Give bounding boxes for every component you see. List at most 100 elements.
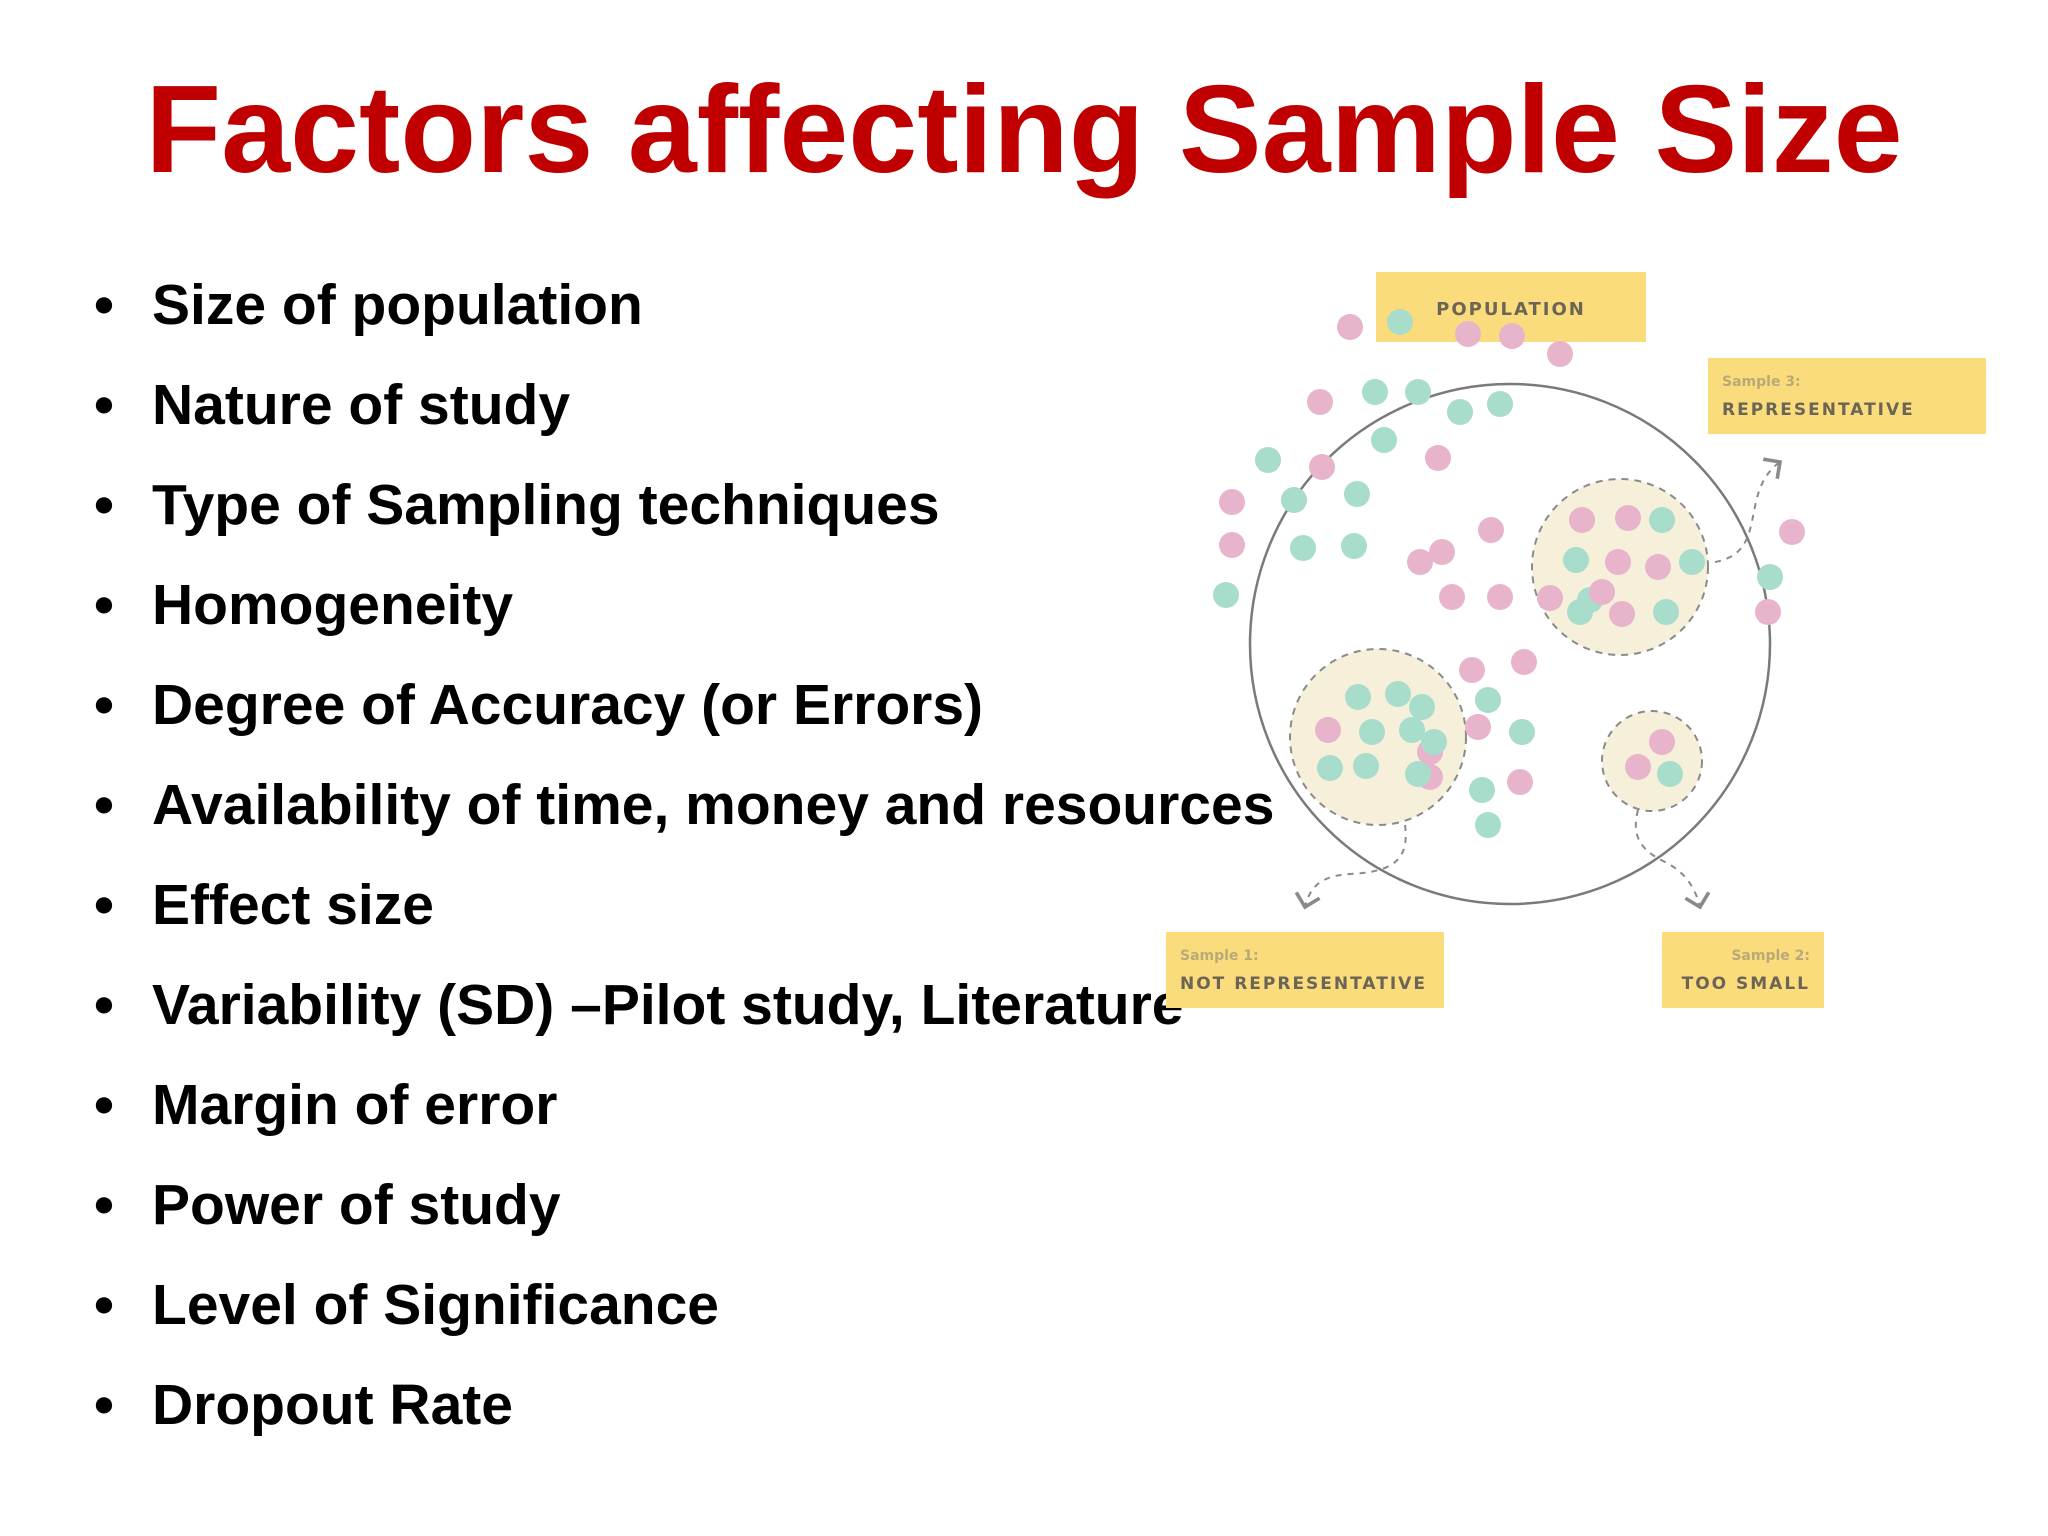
teal-dot bbox=[1475, 687, 1501, 713]
sample1-label: NOT REPRESENTATIVE bbox=[1180, 974, 1427, 994]
teal-dot bbox=[1353, 753, 1379, 779]
teal-dot bbox=[1255, 447, 1281, 473]
bullet-icon: • bbox=[94, 473, 114, 537]
list-item-text: Power of study bbox=[152, 1173, 561, 1237]
teal-dot bbox=[1371, 427, 1397, 453]
pink-dot bbox=[1779, 519, 1805, 545]
teal-dot bbox=[1385, 681, 1411, 707]
bullet-icon: • bbox=[94, 673, 114, 737]
pink-dot bbox=[1625, 754, 1651, 780]
list-item-text: Size of population bbox=[152, 273, 643, 337]
teal-dot bbox=[1359, 719, 1385, 745]
sample2-caption: Sample 2: bbox=[1731, 948, 1810, 964]
pink-dot bbox=[1315, 717, 1341, 743]
pink-dot bbox=[1645, 554, 1671, 580]
teal-dot bbox=[1405, 761, 1431, 787]
sample2-circle bbox=[1601, 710, 1703, 812]
teal-dot bbox=[1509, 719, 1535, 745]
pink-dot bbox=[1219, 532, 1245, 558]
list-item: • Homogeneity bbox=[94, 555, 1274, 655]
sample3-label-box bbox=[1708, 358, 1986, 434]
pink-dot bbox=[1511, 649, 1537, 675]
pink-dot bbox=[1439, 584, 1465, 610]
teal-dot bbox=[1649, 507, 1675, 533]
teal-dot bbox=[1421, 729, 1447, 755]
teal-dot bbox=[1563, 547, 1589, 573]
teal-dot bbox=[1290, 535, 1316, 561]
sample3-label: REPRESENTATIVE bbox=[1722, 400, 1915, 420]
bullet-icon: • bbox=[94, 373, 114, 437]
list-item: • Effect size bbox=[94, 855, 1274, 955]
sample2-label-box bbox=[1662, 932, 1824, 1008]
teal-dot bbox=[1679, 549, 1705, 575]
pink-dot bbox=[1487, 584, 1513, 610]
population-label: POPULATION bbox=[1436, 299, 1586, 320]
list-item-text: Degree of Accuracy (or Errors) bbox=[152, 673, 984, 737]
pink-dot bbox=[1425, 445, 1451, 471]
sample2-arrow bbox=[1634, 809, 1711, 910]
pink-dot bbox=[1478, 517, 1504, 543]
bullet-icon: • bbox=[94, 1373, 114, 1437]
pink-dot bbox=[1407, 549, 1433, 575]
bullet-icon: • bbox=[94, 1273, 114, 1337]
bullet-icon: • bbox=[94, 773, 114, 837]
list-item-text: Effect size bbox=[152, 873, 434, 937]
teal-dot bbox=[1409, 694, 1435, 720]
sample1-caption: Sample 1: bbox=[1180, 948, 1259, 964]
list-item: • Level of Significance bbox=[94, 1255, 1274, 1355]
factor-list: • Size of population • Nature of study • Ty… bbox=[94, 255, 1274, 1455]
bullet-icon: • bbox=[94, 1173, 114, 1237]
teal-dot bbox=[1362, 379, 1388, 405]
list-item: • Degree of Accuracy (or Errors) bbox=[94, 655, 1274, 755]
teal-dot bbox=[1657, 761, 1683, 787]
pink-dot bbox=[1429, 539, 1455, 565]
teal-dot bbox=[1341, 533, 1367, 559]
pink-dot bbox=[1337, 314, 1363, 340]
list-item-text: Dropout Rate bbox=[152, 1373, 513, 1437]
list-item: • Availability of time, money and resourc… bbox=[94, 755, 1274, 855]
pink-dot bbox=[1459, 657, 1485, 683]
pink-dot bbox=[1615, 505, 1641, 531]
pink-dot bbox=[1589, 579, 1615, 605]
list-item: • Size of population bbox=[94, 255, 1274, 355]
sample2-label: TOO SMALL bbox=[1682, 974, 1810, 994]
pink-dot bbox=[1507, 769, 1533, 795]
teal-dot bbox=[1487, 391, 1513, 417]
bullet-icon: • bbox=[94, 1073, 114, 1137]
teal-dot bbox=[1567, 599, 1593, 625]
pink-dot bbox=[1649, 729, 1675, 755]
pink-dot bbox=[1499, 323, 1525, 349]
list-item-text: Homogeneity bbox=[152, 573, 514, 637]
list-item-text: Margin of error bbox=[152, 1073, 558, 1137]
slide-title: Factors affecting Sample Size bbox=[145, 61, 1903, 199]
pink-dot bbox=[1569, 507, 1595, 533]
teal-dot bbox=[1475, 812, 1501, 838]
teal-dot bbox=[1345, 684, 1371, 710]
teal-dot bbox=[1213, 582, 1239, 608]
teal-dot bbox=[1344, 481, 1370, 507]
list-item-text: Type of Sampling techniques bbox=[152, 473, 940, 537]
pink-dot bbox=[1455, 321, 1481, 347]
list-item-text: Availability of time, money and resource… bbox=[152, 773, 1275, 837]
teal-dot bbox=[1399, 717, 1425, 743]
pink-dot bbox=[1755, 599, 1781, 625]
bullet-icon: • bbox=[94, 973, 114, 1037]
list-item-text: Variability (SD) –Pilot study, Literatur… bbox=[152, 973, 1184, 1037]
pink-dot bbox=[1605, 549, 1631, 575]
teal-dot bbox=[1653, 599, 1679, 625]
teal-dot bbox=[1387, 309, 1413, 335]
list-item: • Dropout Rate bbox=[94, 1355, 1274, 1455]
pink-dot bbox=[1219, 489, 1245, 515]
sampling-diagram-svg: POPULATION Sample 3: REPRESENTATIVE Samp… bbox=[1166, 272, 1986, 1008]
bullet-icon: • bbox=[94, 273, 114, 337]
pink-dot bbox=[1309, 454, 1335, 480]
teal-dot bbox=[1281, 487, 1307, 513]
sampling-diagram: POPULATION Sample 3: REPRESENTATIVE Samp… bbox=[1160, 262, 2000, 1022]
bullet-icon: • bbox=[94, 873, 114, 937]
teal-dot bbox=[1757, 564, 1783, 590]
pink-dot bbox=[1609, 601, 1635, 627]
pink-dot bbox=[1547, 341, 1573, 367]
teal-dot bbox=[1447, 399, 1473, 425]
pink-dot bbox=[1537, 585, 1563, 611]
teal-dot bbox=[1469, 777, 1495, 803]
